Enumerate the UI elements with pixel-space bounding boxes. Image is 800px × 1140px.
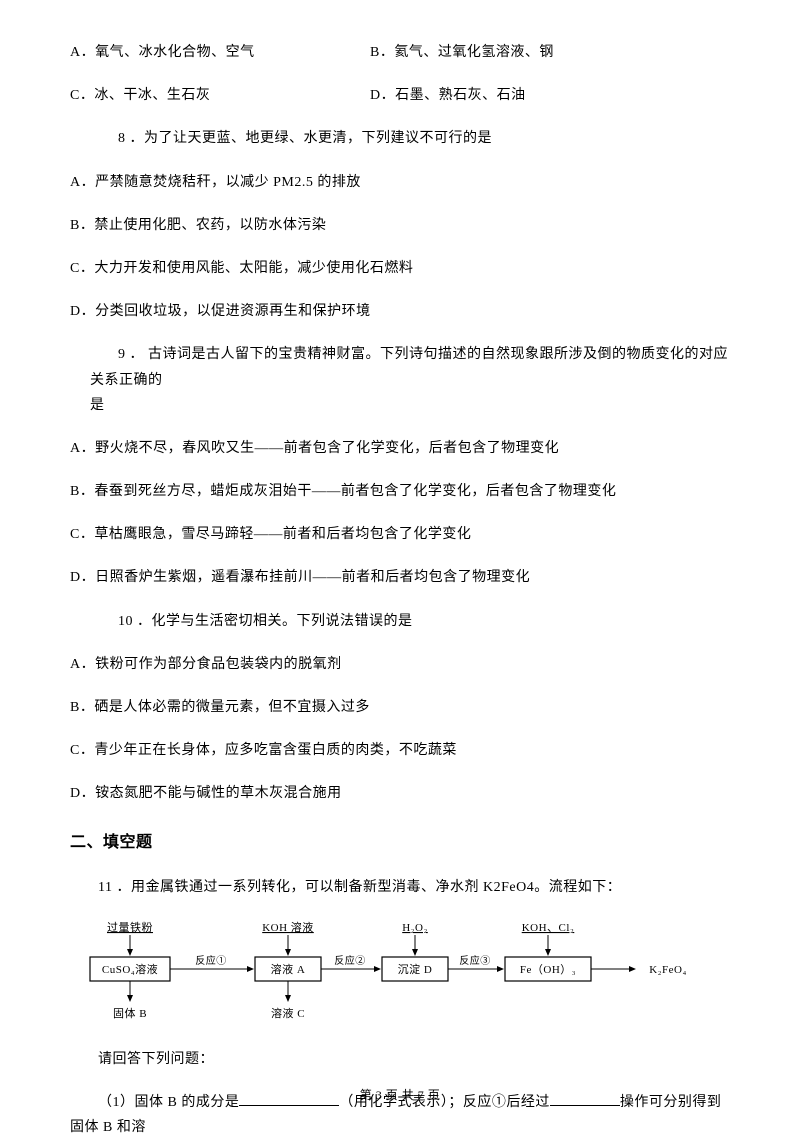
q9-stem-l1: 9 ． 古诗词是古人留下的宝贵精神财富。下列诗句描述的自然现象跟所涉及倒的物质变… [90,342,730,392]
q9-stem: 9 ． 古诗词是古人留下的宝贵精神财富。下列诗句描述的自然现象跟所涉及倒的物质变… [70,342,730,418]
diagram-r3: 反应③ [459,954,491,967]
diagram-down1: 固体 B [113,1006,147,1020]
q11-stem: 11 ．用金属铁通过一系列转化，可以制备新型消毒、净水剂 K2FeO4。流程如下… [70,875,730,900]
diagram-box2: 溶液 A [271,962,306,976]
page-footer: 第 3 页 共 7 页 [0,1085,800,1107]
diagram-down2: 溶液 C [271,1006,305,1020]
q10-option-c: C．青少年正在长身体，应多吃富含蛋白质的肉类，不吃蔬菜 [70,738,730,763]
diagram-box3: 沉淀 D [398,962,433,976]
diagram-in1: 过量铁粉 [107,921,153,934]
section-2-title: 二、填空题 [70,829,730,858]
diagram-in4: KOH、Cl₂ [522,922,575,934]
q7-option-c: C．冰、干冰、生石灰 [70,83,370,108]
q9-option-c: C．草枯鹰眼急，雪尽马蹄轻——前者和后者均包含了化学变化 [70,522,730,547]
q7-option-b: B．氦气、过氧化氢溶液、钢 [370,40,730,65]
diagram-r1: 反应① [195,954,227,967]
q7-options-row2: C．冰、干冰、生石灰 D．石墨、熟石灰、石油 [70,83,730,108]
q8-option-d: D．分类回收垃圾，以促进资源再生和保护环境 [70,299,730,324]
q8-option-a: A．严禁随意焚烧秸秆，以减少 PM2.5 的排放 [70,170,730,195]
q9-option-d: D．日照香炉生紫烟，遥看瀑布挂前川——前者和后者均包含了物理变化 [70,565,730,590]
q8-option-c: C．大力开发和使用风能、太阳能，减少使用化石燃料 [70,256,730,281]
q10-option-d: D．铵态氮肥不能与碱性的草木灰混合施用 [70,781,730,806]
q8-option-b: B．禁止使用化肥、农药，以防水体污染 [70,213,730,238]
q10-stem: 10 ．化学与生活密切相关。下列说法错误的是 [70,609,730,634]
q9-option-b: B．春蚕到死丝方尽，蜡炬成灰泪始干——前者包含了化学变化，后者包含了物理变化 [70,479,730,504]
diagram-box1: CuSO₄溶液 [102,962,158,976]
diagram-in3: H₂O₂ [402,922,428,934]
q9-stem-l2: 是 [90,393,730,418]
q8-stem: 8 ．为了让天更蓝、地更绿、水更清，下列建议不可行的是 [70,126,730,151]
diagram-r2: 反应② [334,954,366,967]
q10-option-a: A．铁粉可作为部分食品包装袋内的脱氧剂 [70,652,730,677]
q11-flow-diagram: 过量铁粉 KOH 溶液 H₂O₂ KOH、Cl₂ CuSO₄溶液 溶液 A 沉淀… [80,919,730,1029]
q7-option-d: D．石墨、熟石灰、石油 [370,83,730,108]
q10-option-b: B．硒是人体必需的微量元素，但不宜摄入过多 [70,695,730,720]
diagram-out: K₂FeO₄ [649,964,687,976]
q7-option-a: A．氧气、冰水化合物、空气 [70,40,370,65]
diagram-in2: KOH 溶液 [262,920,314,934]
q9-option-a: A．野火烧不尽，春风吹又生——前者包含了化学变化，后者包含了物理变化 [70,436,730,461]
diagram-box4: Fe（OH）₃ [520,963,576,976]
q7-options-row1: A．氧气、冰水化合物、空气 B．氦气、过氧化氢溶液、钢 [70,40,730,65]
q11-follow: 请回答下列问题： [70,1047,730,1072]
